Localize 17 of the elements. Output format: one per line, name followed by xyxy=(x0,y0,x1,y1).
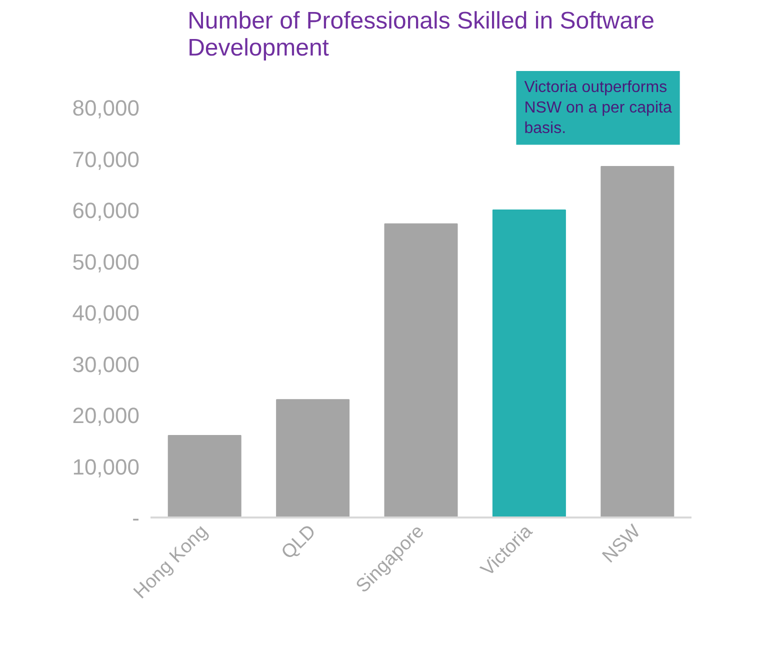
y-tick-label: 40,000 xyxy=(72,300,140,326)
bar xyxy=(600,166,674,518)
y-tick-label: 60,000 xyxy=(72,198,140,223)
y-tick-label: 30,000 xyxy=(72,352,140,377)
y-tick-label: 70,000 xyxy=(72,146,140,172)
annotation: Victoria outperforms NSW on a per capita basis. xyxy=(524,79,672,137)
y-tick-label: - xyxy=(132,506,140,530)
bar xyxy=(492,210,566,518)
chart-title: Number of Professionals Skilled in Software Development xyxy=(188,8,654,62)
bar xyxy=(384,223,458,518)
y-tick-label: 20,000 xyxy=(72,403,140,428)
y-tick-label: 50,000 xyxy=(72,249,140,274)
x-tick-label: QLD xyxy=(278,521,320,564)
y-tick-label: 10,000 xyxy=(72,454,140,480)
y-tick-label: 80,000 xyxy=(72,96,140,120)
bar xyxy=(276,399,350,518)
bar xyxy=(168,435,242,518)
